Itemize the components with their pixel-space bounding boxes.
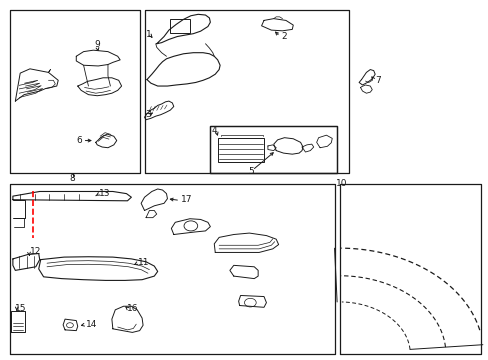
Text: 3: 3 xyxy=(145,110,151,119)
Text: 1: 1 xyxy=(145,30,151,39)
Bar xyxy=(210,126,336,173)
Text: 12: 12 xyxy=(30,247,41,256)
Text: 10: 10 xyxy=(335,179,347,188)
Text: 17: 17 xyxy=(181,195,192,204)
Text: 14: 14 xyxy=(86,320,97,329)
Bar xyxy=(217,138,264,162)
Bar xyxy=(170,19,189,33)
Text: 6: 6 xyxy=(76,136,82,145)
Text: 2: 2 xyxy=(281,32,286,41)
Text: 9: 9 xyxy=(95,40,101,49)
Text: 5: 5 xyxy=(248,167,254,176)
Text: 8: 8 xyxy=(69,174,75,183)
Text: 11: 11 xyxy=(138,258,149,267)
Text: 7: 7 xyxy=(374,76,380,85)
Text: 16: 16 xyxy=(126,304,138,313)
Text: 15: 15 xyxy=(15,304,27,313)
Text: 4: 4 xyxy=(211,126,217,135)
Text: 13: 13 xyxy=(99,189,110,198)
